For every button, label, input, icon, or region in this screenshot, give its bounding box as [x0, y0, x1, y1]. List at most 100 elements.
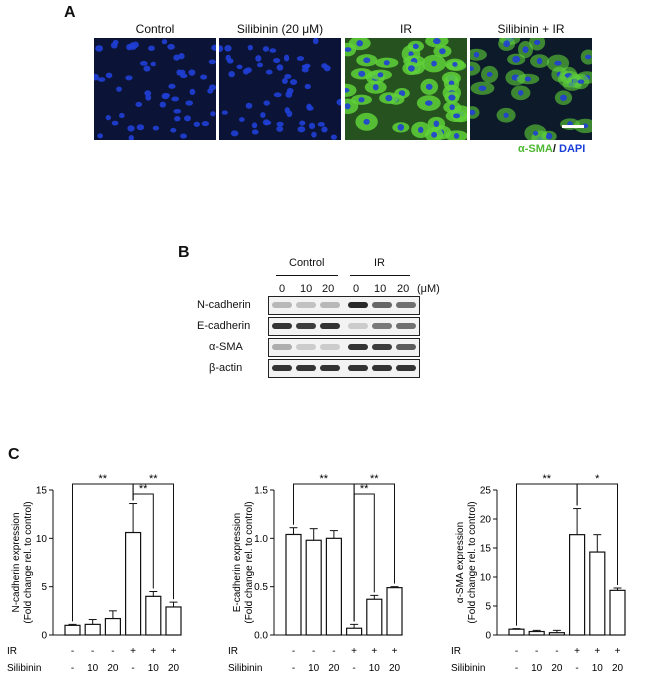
y-tick-label: 15	[480, 544, 492, 555]
cell-nucleus	[180, 133, 187, 139]
cell-nucleus	[470, 66, 474, 71]
cell-nucleus	[201, 121, 210, 127]
condition-label-ir: IR	[400, 22, 412, 36]
cell-nucleus	[363, 118, 370, 125]
row-label-ir: IR	[7, 646, 17, 657]
y-axis-label: (Fold change rel. to control)	[467, 501, 478, 623]
ir-value: +	[574, 646, 580, 657]
blot-band	[320, 365, 340, 371]
cell-nucleus	[276, 64, 284, 71]
ir-value: +	[371, 646, 377, 657]
silibinin-value: 20	[328, 663, 340, 674]
cell-nucleus	[283, 54, 290, 62]
cell-nucleus	[448, 94, 456, 101]
y-tick-label: 10	[36, 534, 48, 545]
bar	[84, 623, 101, 636]
cell-nucleus	[383, 60, 390, 66]
cell-nucleus	[311, 131, 317, 138]
cell-nucleus	[171, 96, 180, 102]
ir-value: -	[91, 646, 94, 657]
bar	[589, 551, 606, 636]
silibinin-value: -	[71, 663, 74, 674]
bar	[508, 628, 525, 636]
cell-nucleus	[161, 39, 168, 45]
group-label-control: Control	[289, 257, 325, 269]
bar	[528, 630, 545, 636]
cell-nucleus	[517, 90, 524, 96]
cell-nucleus	[245, 102, 253, 109]
silibinin-value: -	[131, 663, 134, 674]
cell-nucleus	[286, 110, 293, 118]
cell-nucleus	[439, 48, 446, 55]
dose-label: 20	[397, 283, 410, 295]
cell-nucleus	[524, 76, 532, 82]
ir-value: +	[615, 646, 621, 657]
ir-value: +	[171, 646, 177, 657]
cell-nucleus	[176, 69, 182, 76]
ir-value: -	[332, 646, 335, 657]
ir-value: -	[535, 646, 538, 657]
cell-nucleus	[193, 121, 200, 127]
cell-nucleus	[230, 130, 239, 137]
cell-nucleus	[251, 129, 259, 135]
cell-nucleus	[152, 125, 160, 131]
blot-band	[272, 323, 292, 329]
y-tick-label: 15	[36, 486, 48, 497]
cell-nucleus	[144, 90, 152, 97]
ir-value: -	[555, 646, 558, 657]
significance-label: **	[320, 473, 329, 485]
western-blot	[268, 296, 420, 378]
silibinin-value: -	[575, 663, 578, 674]
cell-nucleus	[358, 70, 366, 77]
cell-nucleus	[210, 111, 216, 117]
cell-nucleus	[247, 44, 254, 51]
panel-a-letter: A	[64, 4, 76, 21]
protein-label-beta-actin: β-actin	[209, 362, 243, 374]
cell-nucleus	[285, 91, 293, 98]
cell-nucleus	[221, 110, 228, 115]
cell-nucleus	[336, 98, 341, 106]
cell-nucleus	[345, 47, 352, 52]
cell-nucleus	[260, 112, 266, 118]
cell-nucleus	[296, 56, 305, 61]
cell-nucleus	[262, 119, 270, 126]
ir-value: +	[392, 646, 398, 657]
cell-nucleus	[424, 100, 433, 106]
bar	[104, 617, 122, 636]
bar	[609, 589, 626, 636]
significance-bracket	[293, 483, 355, 622]
cell-nucleus	[262, 46, 270, 52]
cell-nucleus	[184, 115, 191, 122]
silibinin-value: 10	[148, 663, 160, 674]
cell-cytoplasm	[470, 61, 481, 76]
y-tick-label: 0.0	[254, 631, 268, 642]
silibinin-value: 20	[389, 663, 401, 674]
cell-nucleus	[251, 122, 258, 129]
cell-nucleus	[433, 38, 441, 45]
blot-band	[372, 323, 392, 329]
cell-nucleus	[174, 116, 181, 122]
bar-chart: 0 5 10 15 20 25 α-SMA expression (Fold change r…	[451, 473, 626, 674]
cell-nucleus	[317, 121, 325, 127]
bar	[124, 531, 142, 636]
cell-nucleus	[452, 61, 458, 67]
blot-strip	[268, 359, 420, 378]
cell-nucleus	[503, 40, 511, 48]
ir-value: +	[351, 646, 357, 657]
stain-legend: α-SMA/ DAPI	[518, 143, 585, 155]
blot-band	[320, 323, 340, 329]
silibinin-value: 20	[168, 663, 180, 674]
silibinin-value: 10	[531, 663, 543, 674]
bar	[165, 606, 182, 636]
dose-label: 10	[300, 283, 313, 295]
blot-band	[296, 344, 316, 350]
y-tick-label: 1.5	[254, 486, 268, 497]
bar	[548, 632, 566, 636]
cell-nucleus	[94, 73, 99, 81]
silibinin-value: 20	[612, 663, 624, 674]
cell-nucleus	[533, 39, 541, 46]
bar	[64, 624, 81, 636]
dose-label: 10	[374, 283, 387, 295]
y-axis-label: N-cadherin expression	[11, 512, 22, 612]
